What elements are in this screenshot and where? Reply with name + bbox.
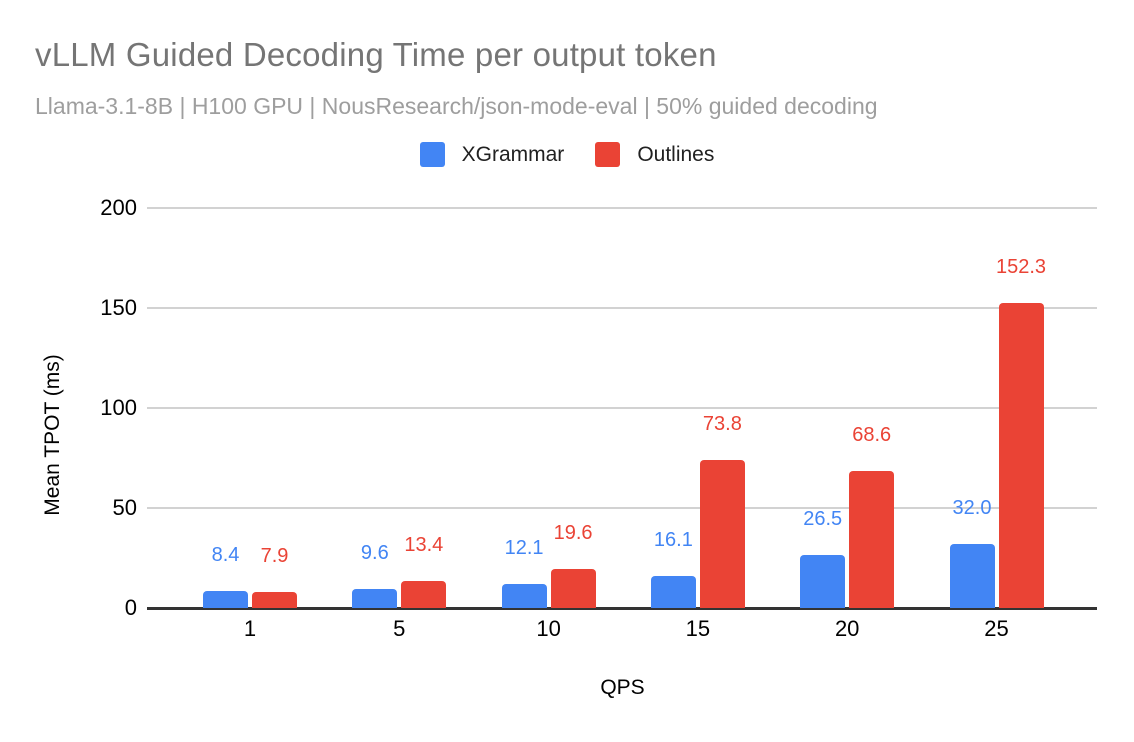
legend-swatch-xgrammar	[419, 142, 445, 167]
bar-value-label-xgrammar-qps-10: 12.1	[504, 536, 544, 559]
x-tick-label-qps-25: 25	[984, 616, 1009, 641]
x-tick-label-qps-1: 1	[243, 616, 257, 641]
bar-value-label-outlines-qps-10: 19.6	[553, 521, 593, 544]
bar-outlines-qps-20	[849, 470, 895, 608]
x-axis-title: QPS	[600, 676, 645, 699]
bar-value-label-outlines-qps-20: 68.6	[852, 423, 892, 446]
gridline-50	[147, 507, 1097, 509]
x-tick-label-qps-20: 20	[834, 616, 860, 641]
x-axis-line	[147, 606, 1097, 610]
bar-xgrammar-qps-15	[650, 575, 696, 608]
y-tick-label-50: 50	[112, 495, 137, 520]
bar-value-label-outlines-qps-5: 13.4	[404, 534, 444, 557]
gridline-150	[147, 307, 1097, 309]
legend: XGrammar Outlines	[0, 142, 1134, 167]
bar-value-label-xgrammar-qps-20: 26.5	[803, 508, 843, 530]
bar-outlines-qps-15	[699, 460, 745, 608]
x-tick-label-qps-15: 15	[685, 616, 711, 641]
y-tick-label-0: 0	[124, 595, 137, 620]
bar-xgrammar-qps-1	[203, 591, 248, 608]
bar-value-label-xgrammar-qps-1: 8.4	[211, 544, 240, 567]
x-tick-label-qps-5: 5	[393, 616, 406, 641]
gridline-200	[147, 207, 1097, 209]
x-tick-label-qps-10: 10	[536, 616, 561, 641]
y-tick-label-200: 200	[100, 195, 137, 220]
bar-xgrammar-qps-5	[352, 588, 398, 608]
bar-value-label-outlines-qps-25: 152.3	[995, 256, 1047, 279]
chart-title: vLLM Guided Decoding Time per output tok…	[35, 36, 717, 73]
bar-outlines-qps-1	[252, 592, 297, 608]
chart-subtitle: Llama-3.1-8B | H100 GPU | NousResearch/j…	[35, 93, 878, 119]
legend-item-outlines: Outlines	[595, 142, 714, 167]
y-axis-title: Mean TPOT (ms)	[41, 354, 64, 516]
bar-value-label-xgrammar-qps-25: 32.0	[952, 497, 992, 519]
bar-value-label-outlines-qps-1: 7.9	[260, 545, 289, 568]
bar-outlines-qps-10	[550, 568, 596, 608]
legend-label-outlines: Outlines	[637, 142, 715, 166]
bar-value-label-xgrammar-qps-5: 9.6	[360, 541, 389, 564]
y-tick-label-150: 150	[100, 295, 137, 320]
bar-outlines-qps-25	[998, 303, 1044, 608]
bar-xgrammar-qps-25	[949, 544, 995, 608]
legend-label-xgrammar: XGrammar	[461, 142, 565, 166]
bar-value-label-xgrammar-qps-15: 16.1	[653, 528, 693, 551]
legend-item-xgrammar: XGrammar	[419, 142, 565, 167]
bar-value-label-outlines-qps-15: 73.8	[702, 413, 742, 436]
bar-xgrammar-qps-10	[501, 583, 547, 608]
bar-outlines-qps-5	[401, 581, 447, 608]
bar-xgrammar-qps-20	[800, 555, 846, 608]
y-tick-label-100: 100	[100, 395, 137, 420]
gridline-100	[147, 407, 1097, 409]
legend-swatch-outlines	[595, 142, 621, 167]
